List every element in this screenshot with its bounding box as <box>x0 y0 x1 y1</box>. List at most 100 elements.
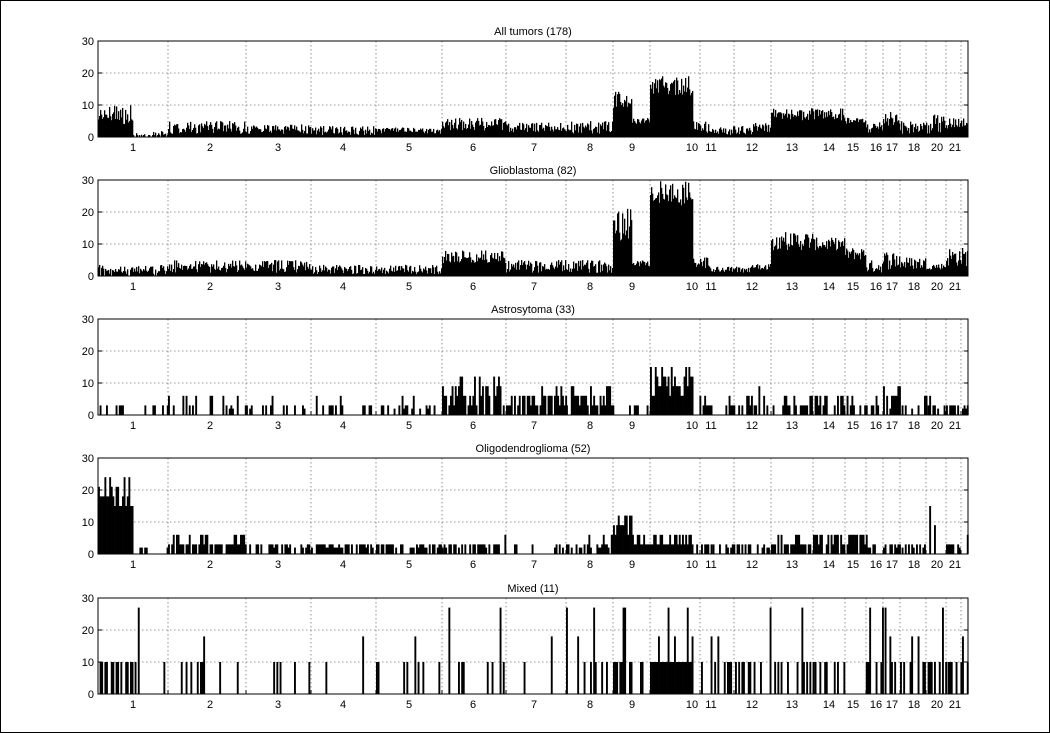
data-bar <box>673 81 675 137</box>
data-bar <box>733 544 736 554</box>
data-bar <box>458 124 460 137</box>
data-bar <box>662 376 665 415</box>
data-bar <box>656 88 658 137</box>
data-bar <box>382 128 384 137</box>
data-bar <box>610 266 612 276</box>
data-bar <box>333 266 335 276</box>
data-bar <box>904 125 906 137</box>
data-bar <box>114 272 116 276</box>
data-bar <box>120 266 122 276</box>
data-bar <box>725 544 728 554</box>
data-bar <box>629 405 631 415</box>
data-bar <box>647 118 649 137</box>
data-bar <box>801 607 804 694</box>
data-bar <box>549 126 551 137</box>
data-bar <box>646 544 649 554</box>
x-tick-label: 21 <box>949 142 961 154</box>
data-bar <box>125 109 127 137</box>
data-bar <box>859 253 861 276</box>
data-bar <box>281 260 283 276</box>
data-bar <box>349 266 351 276</box>
data-bar <box>819 109 821 137</box>
data-bar <box>484 130 486 137</box>
data-bar <box>257 270 259 276</box>
x-tick-label: 14 <box>823 142 835 154</box>
data-bar <box>560 122 562 137</box>
data-bar <box>907 262 909 276</box>
data-bar <box>101 114 103 137</box>
x-tick-label: 12 <box>746 142 758 154</box>
data-bar <box>763 125 765 137</box>
data-bar <box>294 405 296 415</box>
data-bar <box>450 130 452 137</box>
data-bar <box>630 103 632 137</box>
data-bar <box>719 271 721 276</box>
data-bar <box>209 395 212 415</box>
data-bar <box>815 250 817 276</box>
x-tick-label: 4 <box>340 281 346 293</box>
data-bar <box>854 534 857 554</box>
data-bar <box>625 235 627 276</box>
data-bar <box>532 123 534 137</box>
data-bar <box>533 395 536 415</box>
data-bar <box>651 187 653 276</box>
data-bar <box>365 129 367 137</box>
x-tick-label: 8 <box>587 142 593 154</box>
data-bar <box>597 272 599 276</box>
data-bar <box>432 265 434 276</box>
data-bar <box>897 386 900 415</box>
data-bar <box>640 123 642 137</box>
data-bar <box>899 123 901 137</box>
x-tick-label: 17 <box>886 559 898 571</box>
data-bar <box>869 607 872 694</box>
data-bar <box>258 268 260 276</box>
data-bar <box>538 272 540 276</box>
data-bar <box>528 260 530 276</box>
data-bar <box>461 662 464 694</box>
data-bar <box>261 132 263 137</box>
data-bar <box>411 131 413 137</box>
data-bar <box>317 130 319 137</box>
data-bar <box>294 662 296 694</box>
x-tick-label: 21 <box>949 559 961 571</box>
data-bar <box>434 133 436 137</box>
data-bar <box>667 195 669 276</box>
data-bar <box>915 123 917 137</box>
x-tick-label: 3 <box>275 142 281 154</box>
data-bar <box>213 264 215 276</box>
data-bar <box>930 662 933 694</box>
data-bar <box>512 128 514 137</box>
data-bar <box>244 269 246 276</box>
x-tick-label: 17 <box>886 281 898 293</box>
data-bar <box>287 547 290 554</box>
data-bar <box>613 525 615 554</box>
data-bar <box>876 127 878 137</box>
y-tick-label: 30 <box>82 593 94 605</box>
data-bar <box>914 127 916 137</box>
data-bar <box>117 271 119 276</box>
data-bar <box>443 126 445 137</box>
data-bar <box>639 266 641 276</box>
data-bar <box>448 254 450 276</box>
data-bar <box>385 544 388 554</box>
data-bar <box>361 129 363 137</box>
data-bar <box>730 267 732 276</box>
data-bar <box>504 534 507 554</box>
data-bar <box>902 263 904 276</box>
data-bar <box>354 134 356 137</box>
data-bar <box>228 544 231 554</box>
data-bar <box>470 128 472 137</box>
data-bar <box>369 271 371 276</box>
data-bar <box>200 266 202 276</box>
data-bar <box>351 269 353 276</box>
panel-title: All tumors (178) <box>494 26 572 38</box>
data-bar <box>531 123 533 137</box>
data-bar <box>392 128 394 137</box>
data-bar <box>428 544 431 554</box>
data-bar <box>730 135 732 137</box>
data-bar <box>740 271 742 276</box>
data-bar <box>176 534 178 554</box>
data-bar <box>614 220 616 276</box>
data-bar <box>437 129 439 137</box>
